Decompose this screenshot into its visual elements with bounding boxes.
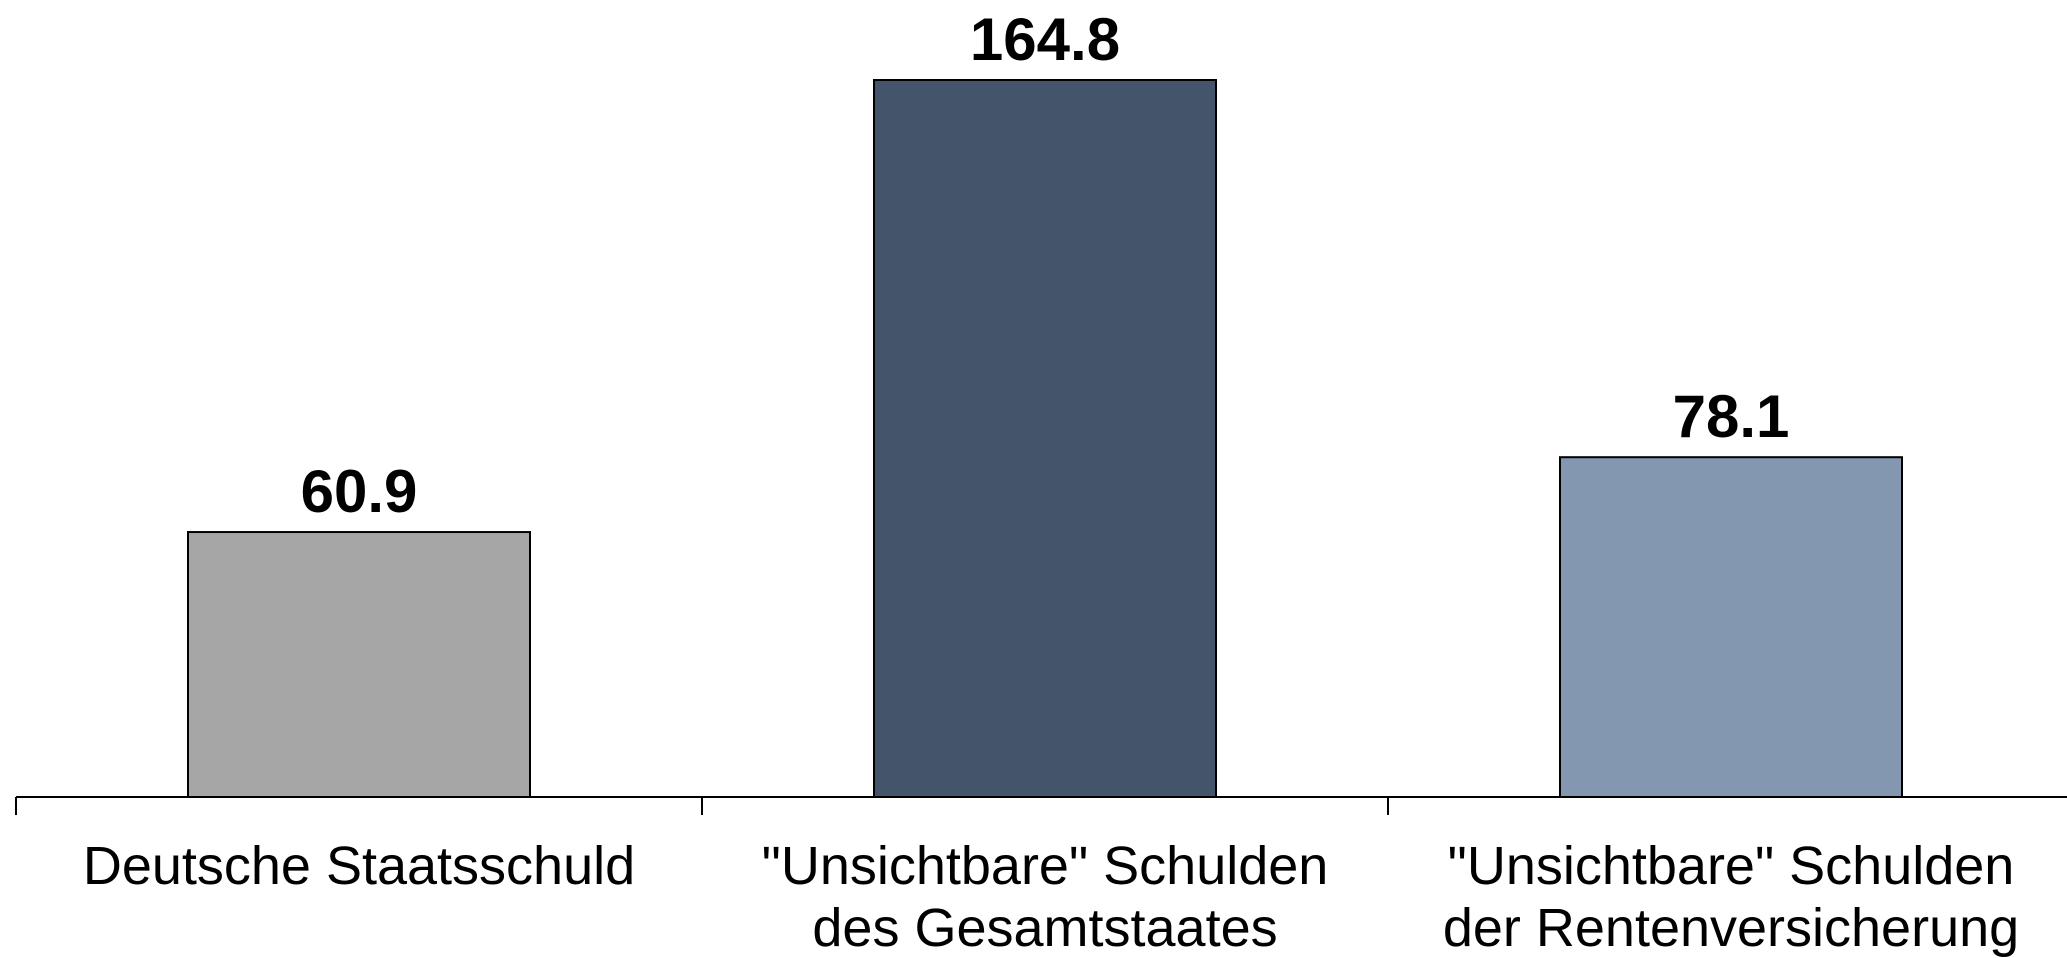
x-tick-label: der Rentenversicherung — [1443, 898, 2019, 958]
labels-layer: 60.9 Deutsche Staatsschuld 164.8 "Unsichtba… — [83, 6, 2019, 958]
x-tick-label: "Unsichtbare" Schulden — [1448, 836, 2015, 896]
bar — [187, 531, 531, 798]
data-label: 164.8 — [970, 6, 1120, 73]
data-label: 78.1 — [1673, 383, 1790, 450]
bar — [1559, 456, 1903, 798]
x-tick-label: des Gesamtstaates — [812, 898, 1277, 958]
data-label: 60.9 — [301, 458, 418, 525]
bars-layer — [187, 79, 1903, 798]
x-tick-label: Deutsche Staatsschuld — [83, 836, 635, 896]
bar — [873, 79, 1217, 798]
x-tick-label: "Unsichtbare" Schulden — [762, 836, 1329, 896]
x-axis — [15, 796, 2067, 815]
